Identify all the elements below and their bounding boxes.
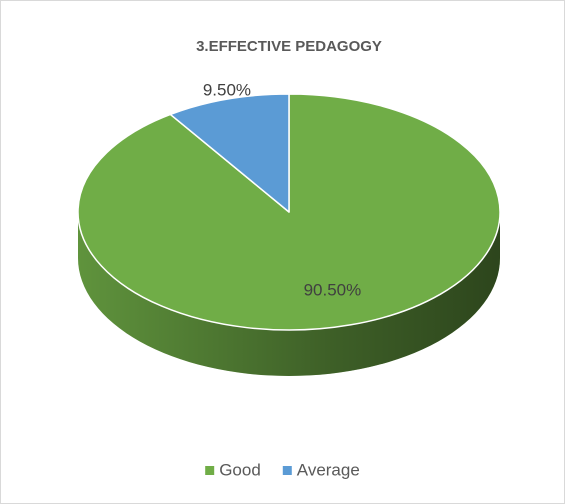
- data-label: 90.50%: [304, 280, 362, 299]
- legend-label: Average: [297, 460, 360, 479]
- data-label: 9.50%: [203, 81, 251, 100]
- chart-title: 3.EFFECTIVE PEDAGOGY: [196, 38, 382, 55]
- legend-swatch: [282, 466, 292, 475]
- pie-side-shade: [78, 212, 500, 376]
- legend-label: Good: [219, 460, 261, 479]
- pie-slice: [169, 93, 290, 213]
- legend-swatch: [205, 466, 215, 475]
